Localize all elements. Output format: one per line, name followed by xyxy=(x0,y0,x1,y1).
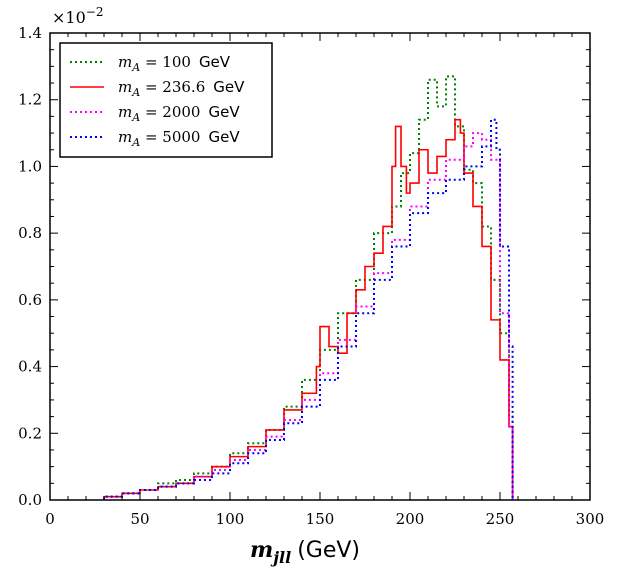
series-line-3 xyxy=(103,118,514,500)
y-scale-multiplier: ×10−2 xyxy=(52,5,103,27)
y-tick-label: 1.0 xyxy=(18,157,42,175)
legend: mA = 100 GeV mA = 236.6 GeV mA = 2000 GeV mA =… xyxy=(59,42,273,158)
x-tick-label: 100 xyxy=(216,510,245,528)
y-tick-label: 0.4 xyxy=(18,358,42,376)
y-tick-label: 0.8 xyxy=(18,224,42,242)
y-tick-label: 1.4 xyxy=(18,24,42,42)
legend-label-0: mA = 100 GeV xyxy=(118,53,231,74)
series-layer xyxy=(103,75,514,500)
x-tick-label: 50 xyxy=(130,510,149,528)
y-tick-label: 0.0 xyxy=(18,491,42,509)
x-axis-title: mjll (GeV) xyxy=(250,537,360,567)
series-line-2 xyxy=(103,132,514,500)
y-tick-label: 0.6 xyxy=(18,291,42,309)
x-tick-label: 150 xyxy=(306,510,335,528)
series-line-1 xyxy=(103,118,514,500)
x-tick-label: 300 xyxy=(576,510,605,528)
x-tick-label: 0 xyxy=(45,510,55,528)
x-tick-label: 250 xyxy=(486,510,515,528)
legend-label-3: mA = 5000 GeV xyxy=(118,128,240,149)
legend-label-1: mA = 236.6 GeV xyxy=(118,78,245,99)
x-tick-label: 200 xyxy=(396,510,425,528)
ticks-layer: 0 50 100 150 200 250 300 0.0 0.2 0.4 0.6 0.8 1.0 1.2 1… xyxy=(18,24,604,528)
y-tick-label: 1.2 xyxy=(18,91,42,109)
legend-label-2: mA = 2000 GeV xyxy=(118,103,240,124)
y-tick-label: 0.2 xyxy=(18,424,42,442)
